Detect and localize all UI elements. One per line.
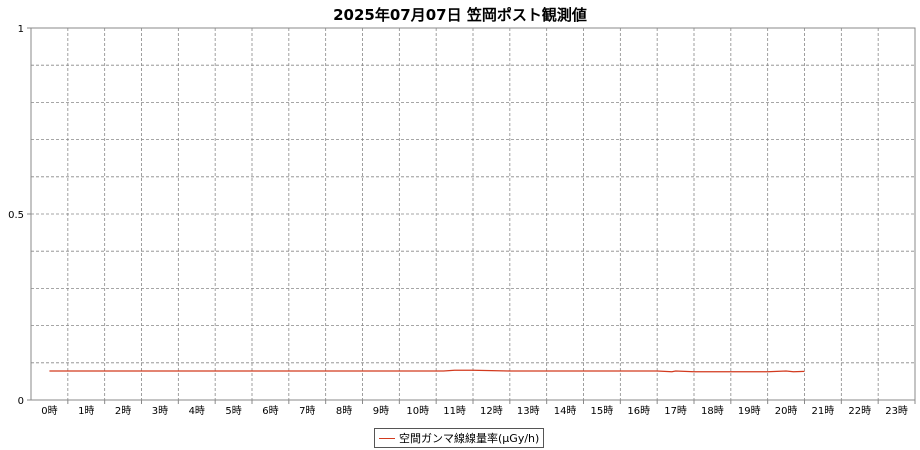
y-tick-label: 0 (18, 396, 24, 407)
x-axis-ticks: 0時 1時 2時 3時 4時 5時 6時 7時 8時 9時 10時 11時 12時 13時 14時 15時 16… (41, 400, 916, 417)
x-tick-label: 22時 (848, 405, 871, 417)
x-tick-label: 17時 (664, 405, 687, 417)
x-tick-label: 2時 (115, 405, 131, 417)
x-tick-label: 19時 (738, 405, 761, 417)
chart-title: 2025年07月07日 笠岡ポスト観測値 (333, 6, 587, 24)
grid-lines (31, 28, 915, 400)
x-tick-label: 0時 (41, 405, 57, 417)
legend: 空間ガンマ線線量率(μGy/h) (374, 428, 545, 448)
x-tick-label: 3時 (152, 405, 168, 417)
series-group (49, 369, 805, 373)
y-tick-label: 1 (18, 24, 24, 35)
x-tick-label: 7時 (299, 405, 315, 417)
legend-label: 空間ガンマ線線量率(μGy/h) (399, 432, 540, 445)
x-tick-label: 9時 (373, 405, 389, 417)
x-tick-label: 21時 (812, 405, 835, 417)
x-tick-label: 8時 (336, 405, 352, 417)
x-tick-label: 10時 (406, 405, 429, 417)
x-tick-label: 4時 (189, 405, 205, 417)
legend-line-swatch (379, 437, 395, 439)
x-tick-label: 15時 (591, 405, 614, 417)
x-tick-label: 18時 (701, 405, 724, 417)
x-tick-label: 16時 (627, 405, 650, 417)
y-tick-label: 0.5 (8, 210, 24, 221)
y-axis-ticks: 00.51 (8, 24, 31, 407)
x-tick-label: 20時 (775, 405, 798, 417)
x-tick-label: 1時 (78, 405, 94, 417)
series-line (49, 369, 805, 373)
x-tick-label: 13時 (517, 405, 540, 417)
x-tick-label: 5時 (225, 405, 241, 417)
x-tick-label: 12時 (480, 405, 503, 417)
x-tick-label: 11時 (443, 405, 466, 417)
x-tick-label: 23時 (885, 405, 908, 417)
x-tick-label: 14時 (554, 405, 577, 417)
x-tick-label: 6時 (262, 405, 278, 417)
